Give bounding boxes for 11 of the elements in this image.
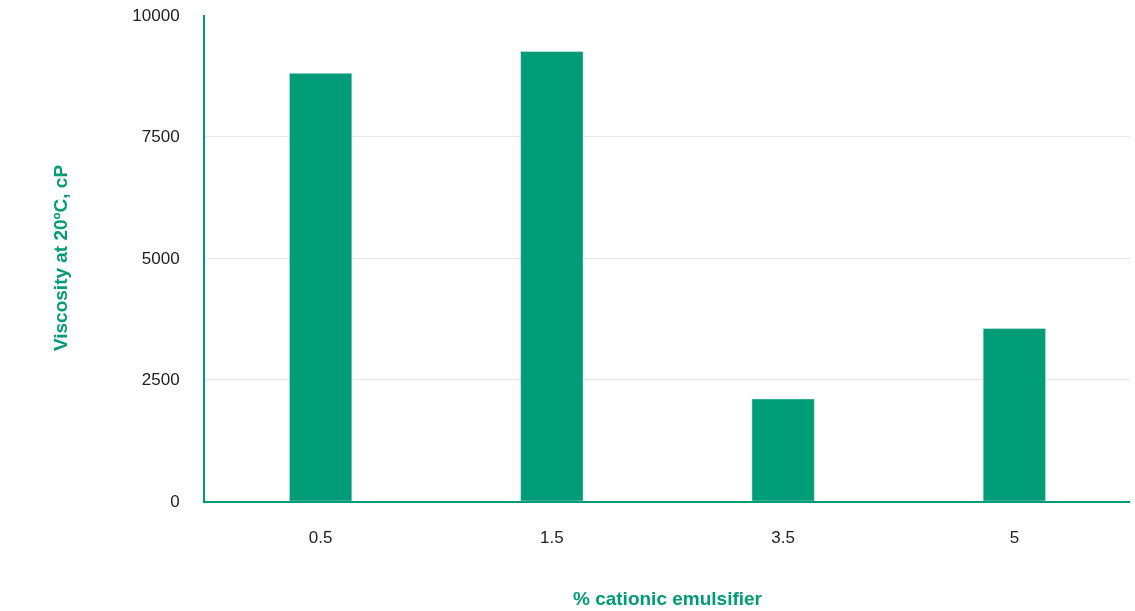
y-tick-label: 10000 (132, 5, 180, 25)
y-tick-label: 7500 (141, 127, 180, 147)
y-tick-label: 5000 (141, 248, 180, 268)
x-axis-title: % cationic emulsifier (572, 587, 763, 609)
y-axis-title: Viscosity at 20ºC, cP (49, 164, 71, 352)
x-tick-label: 0.5 (308, 528, 333, 548)
y-tick-label: 0 (170, 491, 180, 511)
y-tick-label: 2500 (141, 370, 180, 390)
x-tick-label: 1.5 (540, 528, 564, 548)
x-tick-label: 5 (1009, 528, 1020, 548)
x-tick-label: 3.5 (771, 528, 795, 548)
